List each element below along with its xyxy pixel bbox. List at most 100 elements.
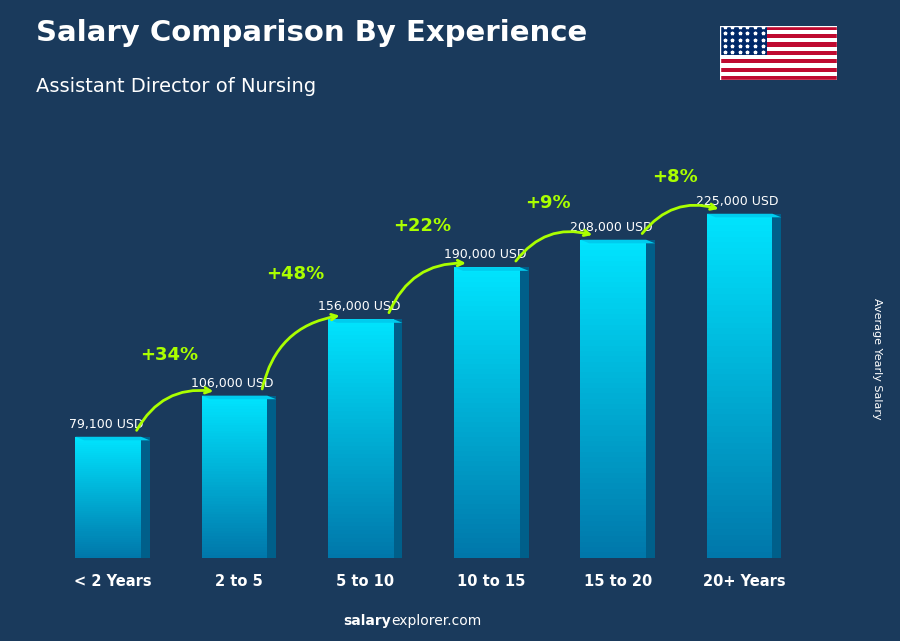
Bar (454, 514, 520, 519)
Bar (76, 547, 141, 549)
Bar (454, 296, 520, 301)
Text: 15 to 20: 15 to 20 (583, 574, 652, 588)
Bar (328, 426, 393, 431)
Bar (76, 441, 141, 443)
Bar (76, 445, 141, 447)
Bar (202, 401, 267, 404)
Bar (328, 466, 393, 470)
Bar (580, 473, 646, 478)
Bar (328, 387, 393, 391)
Text: < 2 Years: < 2 Years (74, 574, 151, 588)
Bar (76, 542, 141, 544)
Bar (454, 461, 520, 466)
Bar (580, 504, 646, 510)
Bar (706, 431, 772, 437)
Bar (454, 388, 520, 393)
Bar (76, 531, 141, 533)
Bar (328, 351, 393, 355)
Bar (454, 548, 520, 553)
Bar (76, 481, 141, 483)
Bar (393, 319, 402, 558)
Bar (454, 403, 520, 408)
Bar (706, 213, 772, 219)
Bar (76, 526, 141, 528)
Bar (76, 449, 141, 451)
Bar (202, 398, 267, 401)
Bar (454, 442, 520, 446)
Bar (454, 354, 520, 359)
Bar (580, 335, 646, 340)
Bar (202, 506, 267, 509)
Bar (202, 444, 267, 447)
Bar (720, 38, 837, 42)
Bar (328, 331, 393, 335)
Bar (720, 42, 837, 47)
Bar (202, 417, 267, 420)
Polygon shape (328, 319, 402, 323)
Bar (328, 451, 393, 454)
Bar (328, 438, 393, 442)
Bar (580, 425, 646, 431)
Bar (706, 414, 772, 420)
Bar (454, 340, 520, 345)
Bar (202, 406, 267, 409)
Bar (706, 271, 772, 277)
Bar (454, 292, 520, 296)
Bar (706, 294, 772, 300)
Bar (202, 409, 267, 412)
Bar (76, 507, 141, 510)
Bar (580, 319, 646, 324)
Text: 5 to 10: 5 to 10 (336, 574, 394, 588)
Bar (580, 436, 646, 441)
Bar (328, 347, 393, 351)
Bar (706, 483, 772, 489)
Bar (328, 367, 393, 371)
Bar (76, 556, 141, 558)
Bar (76, 552, 141, 554)
Bar (720, 30, 837, 34)
Bar (202, 463, 267, 466)
Bar (202, 512, 267, 515)
Bar (76, 519, 141, 521)
Bar (328, 435, 393, 438)
Bar (706, 460, 772, 466)
Bar (76, 457, 141, 459)
Text: 208,000 USD: 208,000 USD (570, 221, 652, 234)
Bar (580, 256, 646, 261)
Bar (706, 489, 772, 495)
Bar (706, 443, 772, 449)
Bar (328, 327, 393, 331)
Bar (720, 51, 837, 55)
Bar (202, 536, 267, 539)
Bar (76, 528, 141, 529)
Bar (76, 554, 141, 556)
Bar (580, 298, 646, 303)
Bar (328, 470, 393, 474)
Bar (76, 535, 141, 538)
Text: 20+ Years: 20+ Years (703, 574, 786, 588)
Bar (454, 272, 520, 277)
Bar (706, 345, 772, 351)
Bar (202, 522, 267, 525)
Bar (76, 505, 141, 507)
Bar (454, 432, 520, 437)
Bar (328, 355, 393, 359)
Bar (76, 517, 141, 519)
Bar (706, 392, 772, 397)
Bar (328, 375, 393, 379)
Bar (580, 553, 646, 558)
Bar (706, 357, 772, 363)
Bar (76, 455, 141, 457)
Bar (706, 552, 772, 558)
Bar (454, 383, 520, 388)
Bar (328, 498, 393, 502)
Bar (454, 359, 520, 364)
Bar (580, 340, 646, 345)
Bar (720, 55, 837, 59)
Bar (328, 442, 393, 446)
Bar (76, 485, 141, 487)
Bar (454, 374, 520, 379)
Bar (202, 458, 267, 460)
Bar (76, 521, 141, 524)
Bar (454, 524, 520, 529)
